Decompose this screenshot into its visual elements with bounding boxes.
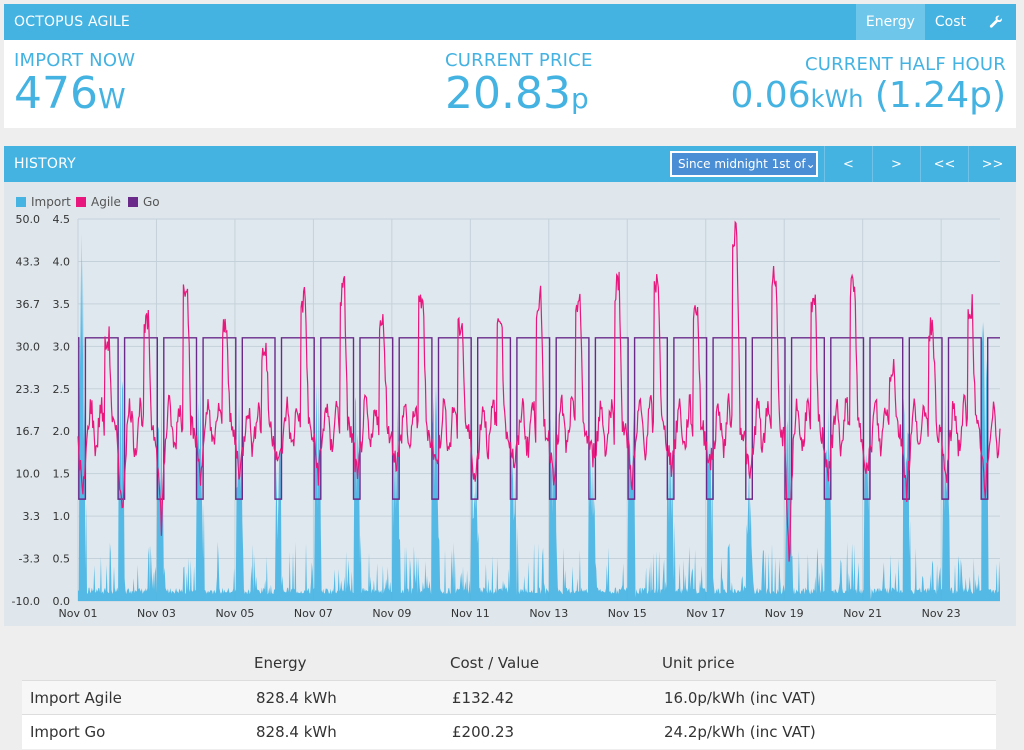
legend-agile[interactable]: Agile xyxy=(91,195,121,209)
import-series xyxy=(78,233,1000,601)
x-tick-label: Nov 19 xyxy=(765,607,804,620)
agile-series xyxy=(77,220,1001,562)
history-header: HISTORY Since midnight 1st of ⌄ < > << >… xyxy=(4,146,1016,182)
col-header-cost: Cost / Value xyxy=(450,654,540,672)
plot-area xyxy=(78,219,1000,601)
import-now-value-row: 476W xyxy=(14,71,135,122)
x-tick-label: Nov 11 xyxy=(451,607,490,620)
current-price-stat: CURRENT PRICE 20.83p xyxy=(445,50,593,122)
current-price-label: CURRENT PRICE xyxy=(445,50,593,71)
stats-panel: IMPORT NOW 476W CURRENT PRICE 20.83p CUR… xyxy=(4,40,1016,128)
range-select-value: Since midnight 1st of xyxy=(678,157,806,171)
chevron-down-icon: ⌄ xyxy=(805,157,816,171)
y-axis-left: 50.0 43.3 36.7 30.0 23.3 16.7 10.0 3.3 -3.3 -10.0 xyxy=(12,213,40,608)
x-tick-label: Nov 17 xyxy=(686,607,725,620)
y-right-tick-label: 4.5 xyxy=(53,213,71,226)
y-right-tick-label: 2.5 xyxy=(53,383,71,396)
legend-go-swatch xyxy=(128,197,138,207)
y-left-tick-label: 43.3 xyxy=(16,255,41,268)
history-chart-svg: Import Agile Go 50.0 43.3 36.7 30.0 23.3 16.7… xyxy=(12,195,1001,620)
go-series xyxy=(78,337,1000,500)
zoom-in-button[interactable]: >> xyxy=(968,146,1016,182)
x-tick-label: Nov 05 xyxy=(215,607,254,620)
table-cell: Import Go xyxy=(22,714,248,749)
current-half-hour-label: CURRENT HALF HOUR xyxy=(804,54,1006,75)
x-tick-label: Nov 21 xyxy=(843,607,882,620)
table-row: Import Go 828.4 kWh £200.23 24.2p/kWh (i… xyxy=(22,714,996,749)
table-cell: 828.4 kWh xyxy=(248,680,444,715)
y-right-tick-label: 4.0 xyxy=(53,255,71,268)
y-left-tick-label: 50.0 xyxy=(16,213,41,226)
import-now-value: 476 xyxy=(14,68,98,119)
import-now-label: IMPORT NOW xyxy=(14,50,136,71)
current-half-hour-value: 0.06 xyxy=(730,75,811,116)
table-cell: 24.2p/kWh (inc VAT) xyxy=(656,714,996,749)
x-tick-label: Nov 09 xyxy=(372,607,411,620)
y-left-tick-label: 3.3 xyxy=(23,510,41,523)
x-axis: Nov 01 Nov 03 Nov 05 Nov 07 Nov 09 Nov 11 Nov … xyxy=(59,607,961,620)
tab-cost[interactable]: Cost xyxy=(934,14,966,30)
wrench-icon-graphic xyxy=(989,15,1002,28)
y-right-tick-label: 0.5 xyxy=(53,553,71,566)
app-header: OCTOPUS AGILE Energy Cost xyxy=(4,4,1016,40)
col-header-label xyxy=(22,646,248,681)
x-tick-label: Nov 23 xyxy=(922,607,961,620)
y-right-tick-label: 1.5 xyxy=(53,468,71,481)
current-half-hour-cost: (1.24p) xyxy=(874,75,1006,116)
y-left-tick-label: -10.0 xyxy=(12,595,40,608)
next-button[interactable]: > xyxy=(872,146,920,182)
zoom-out-button[interactable]: << xyxy=(920,146,968,182)
y-left-tick-label: 36.7 xyxy=(16,298,41,311)
y-left-tick-label: 30.0 xyxy=(16,340,41,353)
import-now-stat: IMPORT NOW 476W xyxy=(14,50,135,122)
table-header-row: Energy Cost / Value Unit price xyxy=(22,646,996,681)
legend-import-swatch xyxy=(16,197,26,207)
y-right-tick-label: 3.0 xyxy=(53,340,71,353)
x-tick-label: Nov 03 xyxy=(137,607,176,620)
y-left-tick-label: 10.0 xyxy=(16,468,41,481)
table-cell: £200.23 xyxy=(444,714,656,749)
x-tick-label: Nov 15 xyxy=(608,607,647,620)
table-cell: 828.4 kWh xyxy=(248,714,444,749)
y-axis-right: 4.5 4.0 3.5 3.0 2.5 2.0 1.5 1.0 0.5 0.0 xyxy=(53,213,71,608)
current-price-unit: p xyxy=(570,82,589,115)
legend-import[interactable]: Import xyxy=(31,195,71,209)
y-right-tick-label: 2.0 xyxy=(53,425,71,438)
table-cell: Import Agile xyxy=(22,680,248,715)
legend-agile-swatch xyxy=(76,197,86,207)
history-title: HISTORY xyxy=(14,156,76,172)
summary-table: Energy Cost / Value Unit price Import Ag… xyxy=(22,646,996,749)
col-header-unit-price: Unit price xyxy=(662,654,735,672)
history-chart[interactable]: Import Agile Go 50.0 43.3 36.7 30.0 23.3 16.7… xyxy=(4,182,1016,626)
chart-legend: Import Agile Go xyxy=(16,195,160,209)
import-now-unit: W xyxy=(97,82,126,115)
y-right-tick-label: 3.5 xyxy=(53,298,71,311)
y-left-tick-label: 23.3 xyxy=(16,383,41,396)
chart-grid xyxy=(77,218,1000,602)
current-half-hour-stat: CURRENT HALF HOUR 0.06kWh (1.24p) xyxy=(730,54,1006,120)
current-price-value-row: 20.83p xyxy=(445,71,593,122)
y-right-tick-label: 0.0 xyxy=(53,595,71,608)
current-price-value: 20.83 xyxy=(445,68,571,119)
range-select[interactable]: Since midnight 1st of ⌄ xyxy=(670,151,818,177)
y-left-tick-label: -3.3 xyxy=(19,553,40,566)
app-title: OCTOPUS AGILE xyxy=(14,14,130,30)
y-right-tick-label: 1.0 xyxy=(53,510,71,523)
col-header-energy: Energy xyxy=(254,654,307,672)
x-tick-label: Nov 01 xyxy=(59,607,98,620)
table-cell: £132.42 xyxy=(444,680,656,715)
table-cell: 16.0p/kWh (inc VAT) xyxy=(656,680,996,715)
current-half-hour-unit: kWh xyxy=(810,85,864,113)
current-half-hour-value-row: 0.06kWh (1.24p) xyxy=(730,75,1006,120)
x-tick-label: Nov 13 xyxy=(529,607,568,620)
prev-button[interactable]: < xyxy=(824,146,872,182)
y-left-tick-label: 16.7 xyxy=(16,425,41,438)
wrench-icon[interactable] xyxy=(976,4,1016,40)
x-tick-label: Nov 07 xyxy=(294,607,333,620)
tab-energy[interactable]: Energy xyxy=(855,4,925,40)
table-row: Import Agile 828.4 kWh £132.42 16.0p/kWh… xyxy=(22,680,996,715)
legend-go[interactable]: Go xyxy=(143,195,160,209)
